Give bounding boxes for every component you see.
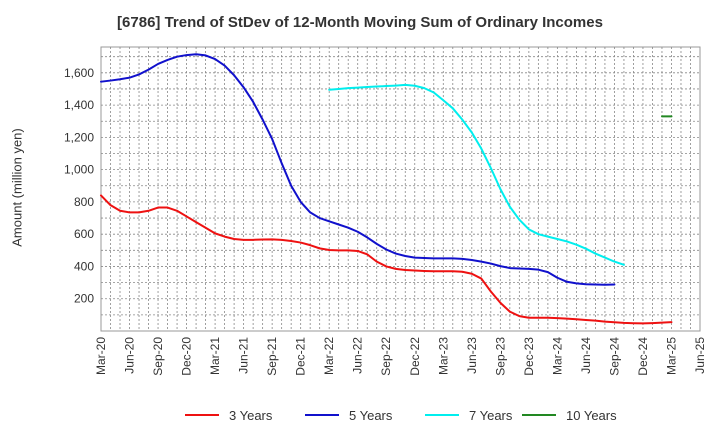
x-tick-label: Sep-22	[379, 337, 393, 376]
y-tick-label: 200	[74, 292, 94, 306]
x-tick-label: Jun-23	[465, 337, 479, 374]
legend-label: 10 Years	[566, 407, 617, 423]
x-tick-label: Dec-21	[294, 337, 308, 376]
plot-area	[100, 46, 701, 332]
legend-label: 3 Years	[229, 407, 273, 423]
y-tick-label: 800	[74, 195, 94, 209]
legend-item: 3 Years	[185, 404, 272, 426]
x-tick-label: Dec-23	[522, 337, 536, 376]
legend-swatch	[522, 414, 556, 416]
series-line-7-years	[328, 83, 625, 266]
x-tick-label: Sep-23	[493, 337, 507, 376]
x-tick-label: Mar-20	[94, 337, 108, 375]
y-tick-label: 1,200	[64, 130, 94, 144]
x-tick-label: Sep-20	[151, 337, 165, 376]
x-tick-label: Dec-20	[180, 337, 194, 376]
legend-swatch	[305, 414, 339, 416]
series-line-5-years	[100, 53, 616, 286]
x-tick-label: Sep-21	[265, 337, 279, 376]
legend-item: 10 Years	[522, 404, 617, 426]
x-tick-label: Jun-21	[237, 337, 251, 374]
legend-item: 5 Years	[305, 404, 392, 426]
y-tick-label: 1,000	[64, 163, 94, 177]
x-tick-label: Jun-22	[351, 337, 365, 374]
chart-title: [6786] Trend of StDev of 12-Month Moving…	[117, 14, 603, 31]
x-tick-label: Dec-24	[636, 337, 650, 376]
x-tick-label: Mar-21	[208, 337, 222, 375]
x-tick-label: Mar-24	[550, 337, 564, 375]
x-tick-label: Jun-24	[579, 337, 593, 374]
legend-swatch	[185, 414, 219, 416]
legend: 3 Years 5 Years 7 Years 10 Years	[0, 404, 720, 426]
x-tick-label: Jun-25	[693, 337, 707, 374]
legend-label: 5 Years	[349, 407, 393, 423]
series-line-3-years	[100, 194, 673, 325]
x-tick-label: Mar-23	[436, 337, 450, 375]
y-tick-label: 1,600	[64, 66, 94, 80]
x-tick-label: Mar-25	[664, 337, 678, 375]
x-tick-label: Dec-22	[408, 337, 422, 376]
x-tick-label: Mar-22	[322, 337, 336, 375]
y-tick-label: 600	[74, 227, 94, 241]
legend-swatch	[425, 414, 459, 416]
x-tick-label: Sep-24	[607, 337, 621, 376]
x-tick-label: Jun-20	[123, 337, 137, 374]
legend-label: 7 Years	[469, 407, 513, 423]
y-tick-label: 400	[74, 259, 94, 273]
legend-item: 7 Years	[425, 404, 512, 426]
y-tick-label: 1,400	[64, 98, 94, 112]
